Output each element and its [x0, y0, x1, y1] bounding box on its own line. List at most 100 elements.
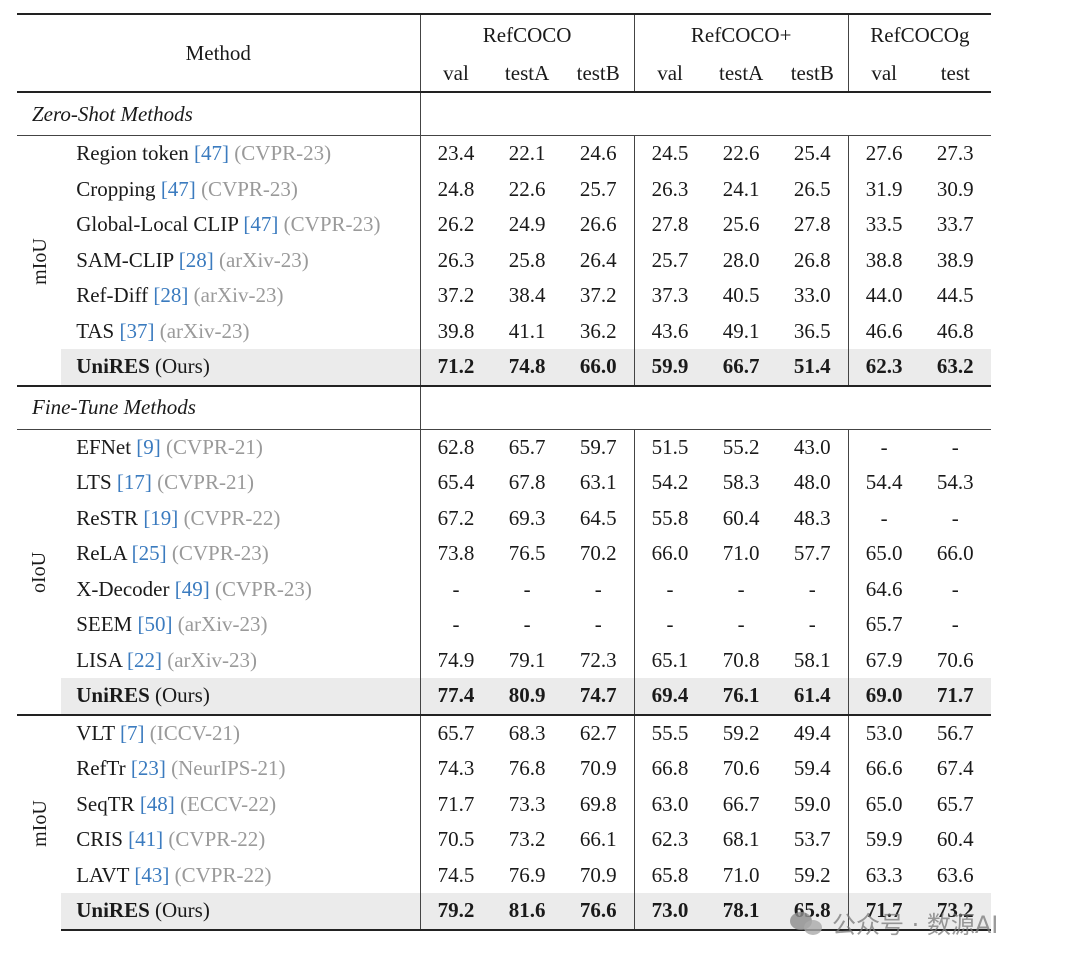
subcol-header: testA [719, 60, 764, 85]
value-cell: 59.9 [634, 349, 706, 386]
venue-label: (CVPR-23) [171, 541, 269, 566]
citation-link[interactable]: [48] [139, 791, 175, 816]
section-label-spacer [420, 91, 991, 136]
citation-link[interactable]: [9] [136, 434, 161, 459]
value-cell: 76.6 [562, 893, 635, 931]
method-cell: UniRES (Ours) [61, 678, 421, 715]
value-cell: 30.9 [936, 176, 974, 201]
value-cell: 63.0 [651, 791, 689, 816]
value-cell: 51.4 [776, 349, 849, 386]
value-cell: 62.3 [848, 349, 920, 386]
method-cell: TAS [37] (arXiv-23) [61, 313, 421, 349]
value-cell: 69.0 [848, 678, 920, 715]
value-cell: 55.8 [651, 505, 689, 530]
venue-label: (CVPR-22) [168, 827, 266, 852]
value-cell: 81.6 [491, 893, 563, 931]
citation-link[interactable]: [7] [119, 720, 145, 745]
method-name: TAS [76, 318, 115, 343]
value-cell: 38.4 [508, 283, 546, 308]
group-header-refcocog: RefCOCOg [848, 13, 991, 55]
value-cell: 78.1 [705, 893, 777, 931]
citation-link[interactable]: [37] [119, 318, 155, 343]
value-cell: 58.3 [722, 470, 760, 495]
citation-link[interactable]: [25] [131, 541, 167, 566]
results-table: Method RefCOCO RefCOCO+ RefCOCOg val tes… [17, 13, 991, 931]
group-header-refcoco: RefCOCO [420, 13, 635, 55]
value-cell: 70.8 [722, 647, 760, 672]
method-cell: ReLA [25] (CVPR-23) [61, 536, 421, 572]
table-row: mIoU Region token [47] (CVPR-23) 23.4 22.1 2… [17, 135, 991, 386]
value-cell: 74.3 [437, 756, 475, 781]
value-cell: - [951, 505, 959, 530]
value-cell: 74.5 [437, 862, 475, 887]
value-cell: 73.2 [919, 893, 991, 931]
value-cell: 37.2 [562, 278, 635, 314]
subcol-header: val [443, 60, 469, 85]
method-cell: SeqTR [48] (ECCV-22) [61, 786, 421, 822]
citation-link[interactable]: [47] [194, 141, 230, 166]
citation-link[interactable]: [22] [126, 647, 162, 672]
method-name: EFNet [76, 434, 132, 459]
value-cell: 67.8 [508, 470, 546, 495]
value-cell: 26.3 [437, 247, 475, 272]
citation-link[interactable]: [49] [174, 576, 210, 601]
value-cell: 37.2 [437, 283, 475, 308]
value-cell: 65.7 [936, 791, 974, 816]
value-cell: 49.4 [776, 713, 849, 751]
value-cell: 60.4 [936, 827, 974, 852]
value-cell: - [919, 428, 991, 465]
citation-link[interactable]: [17] [116, 470, 152, 495]
value-cell: 43.0 [776, 428, 849, 465]
metric-label-text: mIoU [28, 800, 51, 847]
value-cell: 71.7 [437, 791, 475, 816]
method-name: LTS [76, 470, 112, 495]
method-cell: SAM-CLIP [28] (arXiv-23) [61, 242, 421, 278]
value-cell: 65.7 [420, 713, 492, 751]
table-row: CRIS [41] (CVPR-22) 70.5 73.2 66.1 62.3 68.1 5… [17, 822, 991, 858]
value-cell: 62.3 [651, 827, 689, 852]
metric-label: oIoU [17, 428, 62, 715]
method-cell: Global-Local CLIP [47] (CVPR-23) [61, 207, 421, 243]
method-name: LISA [76, 647, 122, 672]
method-name: SEEM [76, 612, 133, 637]
venue-label: (CVPR-21) [157, 470, 254, 495]
table-row: LAVT [43] (CVPR-22) 74.5 76.9 70.9 65.8 71.0 5… [17, 857, 991, 893]
method-name: Ref-Diff [76, 283, 149, 308]
method-cell: Cropping [47] (CVPR-23) [61, 171, 421, 207]
citation-link[interactable]: [41] [128, 827, 164, 852]
citation-link[interactable]: [47] [243, 212, 279, 237]
citation-link[interactable]: [43] [134, 862, 170, 887]
table-row-ours: UniRES (Ours) 79.2 81.6 76.6 73.0 78.1 65.8 71.… [17, 893, 991, 931]
value-cell: 24.6 [562, 135, 635, 172]
method-name: SeqTR [76, 791, 135, 816]
citation-link[interactable]: [47] [160, 176, 196, 201]
value-cell: 27.8 [651, 212, 689, 237]
citation-link[interactable]: [28] [153, 283, 189, 308]
venue-label: (arXiv-23) [167, 647, 258, 672]
value-cell: 73.8 [437, 541, 475, 566]
citation-link[interactable]: [50] [137, 612, 173, 637]
value-cell: 70.9 [562, 751, 635, 787]
value-cell: 26.5 [776, 171, 849, 207]
value-cell: 27.8 [776, 207, 849, 243]
value-cell: 27.6 [848, 135, 920, 172]
method-name: UniRES [76, 683, 150, 708]
value-cell: 64.5 [562, 500, 635, 536]
citation-link[interactable]: [28] [178, 247, 214, 272]
citation-link[interactable]: [23] [130, 756, 166, 781]
value-cell: 22.6 [705, 135, 777, 172]
venue-label: (CVPR-23) [283, 212, 381, 237]
value-cell: 73.3 [508, 791, 546, 816]
table-row: TAS [37] (arXiv-23) 39.8 41.1 36.2 43.6 49.1 3… [17, 313, 991, 349]
method-cell: LTS [17] (CVPR-21) [61, 465, 421, 501]
value-cell: 63.2 [919, 349, 991, 386]
header-row-groups: Method RefCOCO RefCOCO+ RefCOCOg [17, 13, 991, 92]
value-cell: 36.5 [776, 313, 849, 349]
method-header: Method [17, 13, 421, 92]
value-cell: 71.2 [420, 349, 492, 386]
value-cell: 73.2 [508, 827, 546, 852]
citation-link[interactable]: [19] [143, 505, 179, 530]
value-cell: 67.2 [437, 505, 475, 530]
value-cell: 28.0 [722, 247, 760, 272]
value-cell: 68.3 [491, 713, 563, 751]
